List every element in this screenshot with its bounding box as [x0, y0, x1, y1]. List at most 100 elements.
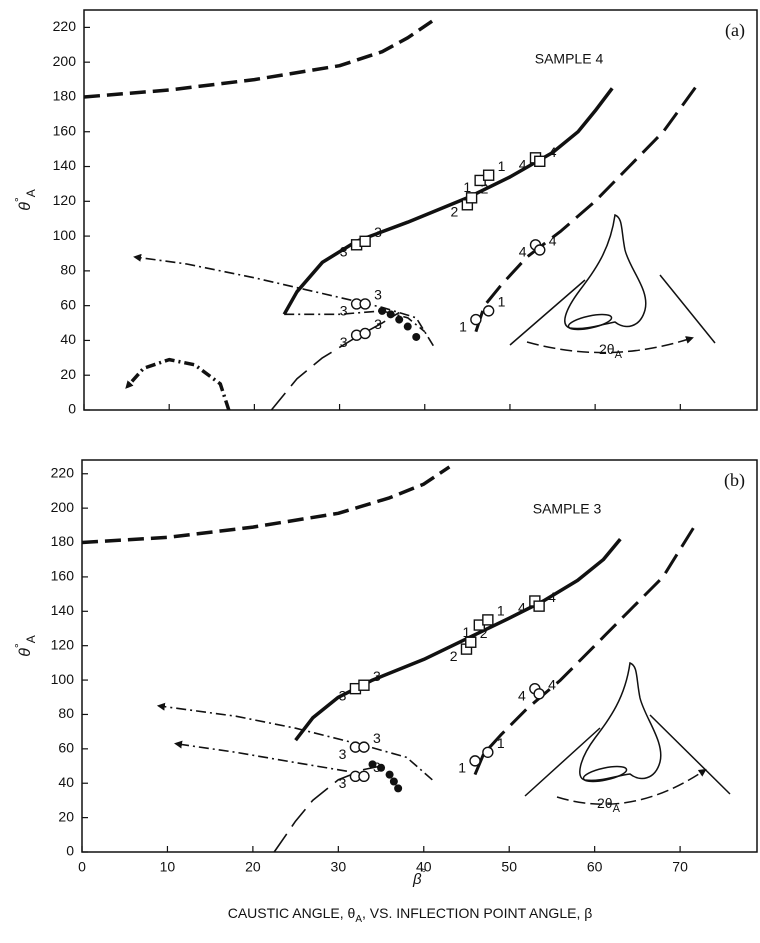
circle-marker: [470, 313, 482, 326]
y-tick-label: 220: [51, 464, 75, 480]
x-tick-label: 60: [587, 859, 603, 875]
x-tick-label: 30: [331, 859, 347, 875]
curve: [133, 253, 434, 347]
inset-label: 2θA: [599, 341, 623, 361]
y-tick-label: 40: [60, 331, 76, 347]
curve: [270, 311, 400, 411]
point-label: 4: [549, 144, 557, 160]
y-tick-label: 180: [53, 88, 77, 104]
y-label-symbol: θ: [17, 202, 34, 211]
point-label: 1: [498, 294, 506, 310]
point-label: 4: [518, 687, 526, 703]
y-tick-label: 220: [53, 18, 77, 34]
y-tick-label: 140: [53, 157, 77, 173]
y-tick-label: 160: [53, 122, 77, 138]
data-dot: [389, 777, 398, 786]
y-label-sup: °: [12, 197, 26, 202]
square-marker: [533, 600, 545, 612]
y-axis-label: θ°A: [12, 189, 38, 211]
curve: [81, 465, 451, 545]
data-dot: [378, 306, 387, 315]
curve: [294, 537, 622, 742]
point-label: 3: [374, 287, 382, 303]
circle-marker: [359, 327, 371, 340]
point-label: 1: [463, 624, 471, 640]
caption-part: CAUSTIC ANGLE, θ: [228, 905, 356, 921]
circle-marker: [482, 305, 495, 317]
x-label-symbol: β: [412, 871, 422, 888]
x-axis-label: β°: [412, 868, 426, 888]
inset-label: 2θA: [597, 795, 621, 815]
y-tick-label: 200: [51, 499, 75, 515]
circle-marker: [534, 244, 546, 256]
data-dot: [386, 310, 395, 319]
y-tick-label: 20: [60, 366, 76, 382]
y-tick-label: 120: [51, 636, 75, 652]
inset-sub: A: [613, 803, 621, 815]
point-label: 3: [340, 334, 348, 350]
data-dot: [385, 770, 394, 779]
data-dot: [368, 760, 377, 769]
y-label-sub: A: [24, 635, 38, 643]
data-dot: [394, 784, 403, 793]
plot-frame: [81, 459, 758, 853]
y-tick-label: 140: [51, 602, 75, 618]
data-dot: [377, 763, 386, 772]
y-tick-label: 80: [58, 705, 74, 721]
curve: [83, 18, 435, 99]
point-label: 1: [497, 603, 505, 619]
square-marker: [534, 155, 546, 168]
chart-title: SAMPLE 3: [533, 501, 602, 517]
x-tick-label: 50: [501, 859, 517, 875]
y-tick-label: 60: [60, 296, 76, 312]
y-tick-label: 60: [58, 740, 74, 756]
point-label: 4: [518, 600, 526, 616]
x-tick-label: 20: [245, 859, 261, 875]
point-label: 3: [340, 243, 348, 259]
cone-inset: [509, 213, 716, 346]
cone-inset: [524, 661, 731, 797]
y-tick-label: 100: [51, 671, 75, 687]
point-label: 4: [548, 589, 556, 605]
point-label: 1: [498, 158, 506, 174]
x-tick-label: 10: [160, 859, 176, 875]
point-label: 3: [339, 687, 347, 703]
y-label-sub: A: [24, 189, 38, 197]
inset-arc: [556, 768, 707, 805]
y-tick-label: 0: [68, 401, 76, 417]
y-axis-label: θ°A: [12, 635, 38, 657]
circle-marker: [533, 688, 545, 700]
point-label: 4: [549, 233, 557, 249]
y-tick-label: 100: [53, 227, 77, 243]
y-tick-label: 160: [51, 568, 75, 584]
curve: [156, 702, 433, 781]
square-marker: [482, 169, 495, 181]
inset-text: 2θ: [599, 341, 615, 357]
point-label: 3: [373, 730, 381, 746]
point-label: 3: [373, 668, 381, 684]
y-tick-label: 180: [51, 533, 75, 549]
caption-part: , VS. INFLECTION POINT ANGLE, β: [362, 905, 592, 921]
plot-frame: [83, 9, 758, 411]
point-label: 4: [519, 157, 527, 173]
y-tick-label: 80: [60, 262, 76, 278]
square-marker: [465, 636, 477, 648]
curve: [273, 765, 382, 853]
inset-text: 2θ: [597, 795, 613, 811]
square-marker: [482, 614, 494, 626]
data-dot: [412, 332, 421, 341]
y-tick-label: 200: [53, 53, 77, 69]
point-label: 2: [451, 203, 459, 219]
y-label-sup: °: [12, 643, 26, 648]
curve: [174, 740, 348, 772]
y-tick-label: 120: [53, 192, 77, 208]
point-label: 2: [450, 648, 458, 664]
y-tick-label: 20: [58, 808, 74, 824]
curve: [473, 521, 699, 776]
point-label: 4: [519, 243, 527, 259]
point-label: 1: [458, 760, 466, 776]
point-label: 3: [339, 775, 347, 791]
point-label: 1: [463, 179, 471, 195]
point-label: 3: [340, 303, 348, 319]
